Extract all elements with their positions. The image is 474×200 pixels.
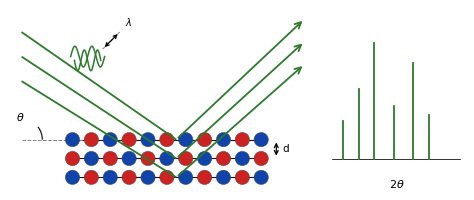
Circle shape (103, 170, 118, 185)
Circle shape (160, 132, 174, 147)
Circle shape (141, 170, 155, 185)
Circle shape (235, 132, 249, 147)
Circle shape (179, 170, 193, 185)
Circle shape (122, 170, 137, 185)
Circle shape (197, 151, 212, 166)
Circle shape (103, 132, 118, 147)
Text: $\theta$: $\theta$ (16, 111, 25, 123)
Circle shape (197, 170, 212, 185)
Circle shape (216, 170, 231, 185)
Circle shape (254, 170, 268, 185)
Circle shape (254, 132, 268, 147)
Circle shape (160, 151, 174, 166)
Circle shape (254, 151, 268, 166)
Circle shape (141, 132, 155, 147)
Circle shape (65, 151, 80, 166)
Circle shape (122, 132, 137, 147)
Circle shape (179, 151, 193, 166)
Circle shape (141, 151, 155, 166)
Circle shape (160, 170, 174, 185)
Circle shape (65, 132, 80, 147)
Text: $\lambda$: $\lambda$ (125, 16, 133, 28)
Circle shape (216, 151, 231, 166)
Circle shape (216, 132, 231, 147)
Circle shape (235, 170, 249, 185)
Text: d: d (282, 144, 289, 154)
Circle shape (179, 132, 193, 147)
Circle shape (197, 132, 212, 147)
Circle shape (84, 151, 99, 166)
Circle shape (65, 170, 80, 185)
Circle shape (103, 151, 118, 166)
Circle shape (122, 151, 137, 166)
Circle shape (84, 132, 99, 147)
Text: $2\theta$: $2\theta$ (389, 178, 405, 190)
Circle shape (84, 170, 99, 185)
Circle shape (235, 151, 249, 166)
